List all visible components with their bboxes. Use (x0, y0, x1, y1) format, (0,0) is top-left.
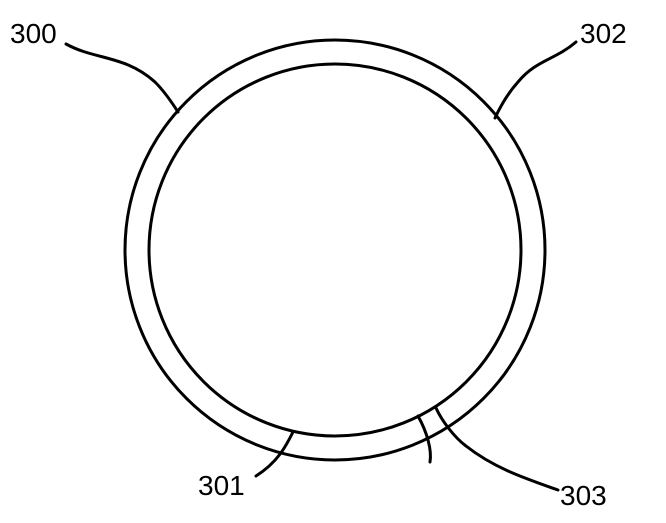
leader-302 (495, 42, 576, 118)
diagram-svg (0, 0, 666, 523)
leader-303a (436, 408, 558, 490)
label-301: 301 (198, 470, 245, 502)
leader-300 (66, 44, 178, 112)
label-300: 300 (10, 18, 57, 50)
inner-circle (149, 64, 521, 436)
label-302: 302 (580, 18, 627, 50)
outer-circle (125, 40, 545, 460)
label-303: 303 (560, 480, 607, 512)
